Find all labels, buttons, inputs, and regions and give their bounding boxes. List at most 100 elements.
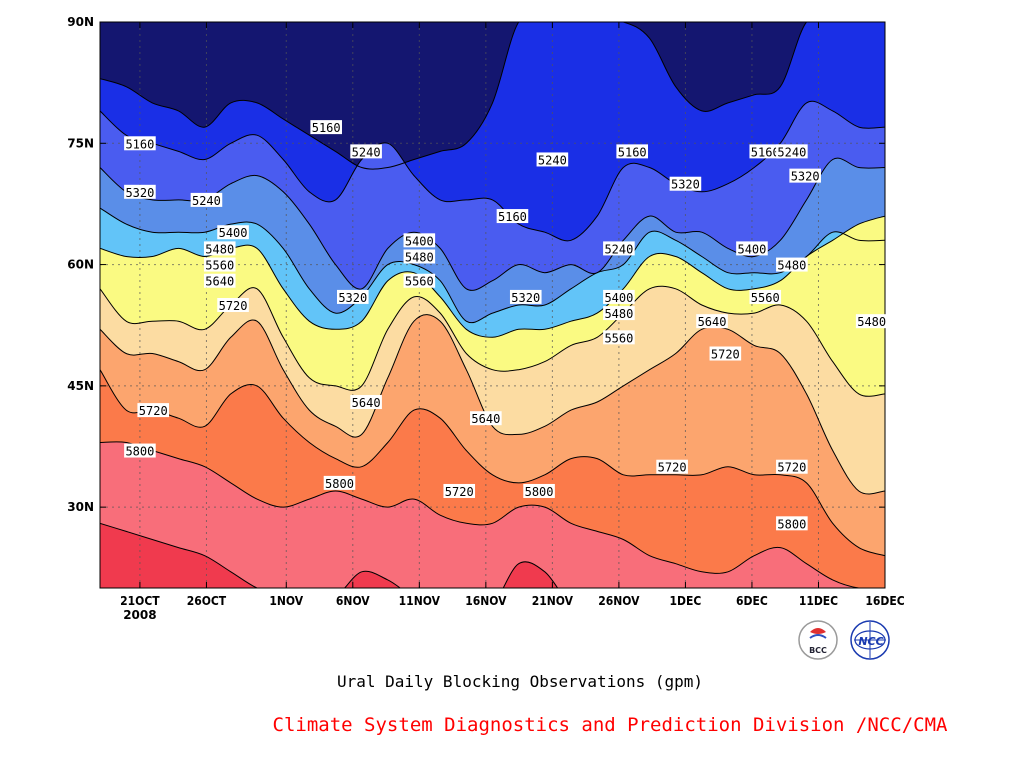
- contour-label: 5400: [736, 241, 768, 256]
- y-tick-label: 60N: [67, 258, 94, 272]
- contour-label-text: 5720: [139, 404, 168, 418]
- contour-label-box: [696, 314, 728, 329]
- contour-label-box: [536, 152, 569, 167]
- contour-label: 5320: [336, 289, 369, 305]
- contour-label: 5160: [310, 120, 342, 135]
- contour-label-text: 5720: [711, 348, 740, 362]
- contour-label-box: [137, 403, 170, 418]
- contour-label-text: 5320: [671, 178, 700, 192]
- contour-label: 5320: [669, 176, 702, 192]
- contour-label-box: [509, 289, 542, 304]
- contour-label-text: 5720: [777, 461, 806, 475]
- contour-label-box: [616, 144, 649, 159]
- contour-label-text: 5160: [312, 121, 341, 135]
- contour-label-text: 5560: [604, 331, 633, 345]
- contour-label-text: 5320: [511, 291, 540, 305]
- contour-label: 5560: [603, 330, 635, 345]
- contour-label: 5240: [190, 192, 223, 208]
- contour-label-text: 5240: [538, 153, 567, 167]
- contour-label: 5160: [124, 136, 156, 151]
- contour-label: 5160: [616, 144, 649, 159]
- x-tick-label: 11DEC: [799, 594, 838, 608]
- contour-label-box: [443, 483, 476, 498]
- contour-label: 5400: [217, 225, 249, 240]
- x-tick-label: 16DEC: [865, 594, 904, 608]
- contour-label-box: [124, 184, 156, 199]
- contour-label: 5800: [776, 516, 808, 531]
- contour-label: 5320: [509, 289, 542, 305]
- contour-label-text: 5400: [405, 234, 434, 248]
- contour-label-box: [403, 273, 436, 288]
- contour-label: 5560: [749, 289, 782, 305]
- contour-label-box: [776, 459, 808, 474]
- contour-label-box: [496, 209, 529, 224]
- contour-label-text: 5240: [777, 145, 806, 159]
- contour-label-box: [350, 395, 382, 410]
- contour-line: [100, 157, 885, 291]
- contour-label-box: [217, 298, 249, 312]
- contour-label-text: 5240: [192, 194, 221, 208]
- chart-subtitle: Ural Daily Blocking Observations (gpm): [336, 672, 704, 691]
- contour-label-box: [190, 192, 223, 207]
- contour-label-box: [403, 233, 436, 248]
- contour-label: 5720: [217, 298, 249, 313]
- contour-label: 5240: [603, 241, 635, 256]
- contour-label-text: 5160: [125, 137, 154, 151]
- contour-label-text: 5320: [338, 291, 367, 305]
- x-tick-label: 6DEC: [736, 594, 768, 608]
- x-tick-label: 6NOV: [336, 594, 370, 608]
- contour-label: 5320: [124, 184, 156, 200]
- contour-label: 5160: [496, 209, 529, 224]
- contour-label-text: 5160: [751, 145, 780, 159]
- contour-label: 5400: [603, 289, 635, 305]
- contour-label: 5240: [776, 144, 808, 159]
- bcc-logo-text: BCC: [809, 646, 827, 655]
- contour-label-box: [124, 443, 156, 458]
- x-tick-label: 11NOV: [399, 594, 441, 608]
- contour-label-box: [124, 136, 156, 151]
- contour-label-box: [203, 257, 236, 272]
- contour-label: 5640: [203, 273, 236, 289]
- contour-label-text: 5560: [405, 275, 434, 289]
- contour-label-text: 5160: [498, 210, 527, 224]
- contour-fills: [100, 22, 885, 588]
- contour-label-text: 5320: [791, 170, 820, 184]
- contour-label: 5480: [855, 314, 888, 329]
- contour-label: 5720: [137, 403, 170, 418]
- contour-label-text: 5480: [777, 259, 806, 273]
- contour-label-box: [203, 273, 236, 288]
- x-tick-label: 26NOV: [598, 594, 640, 608]
- contour-label: 5240: [536, 152, 569, 167]
- contour-label: 5720: [656, 459, 688, 475]
- contour-label-box: [669, 176, 702, 191]
- contour-label-box: [603, 330, 635, 345]
- contour-label: 5480: [203, 241, 236, 256]
- contour-label-box: [789, 168, 821, 183]
- contour-label: 5720: [776, 459, 808, 475]
- contour-label-box: [776, 144, 808, 159]
- contour-label: 5720: [443, 483, 476, 499]
- x-tick-label: 21OCT: [120, 594, 160, 608]
- bcc-logo: BCC: [798, 620, 838, 660]
- contour-label-box: [656, 459, 688, 474]
- y-tick-label: 75N: [67, 136, 94, 150]
- contour-label-text: 5720: [658, 461, 687, 475]
- contour-label: 5800: [124, 443, 156, 459]
- contour-line: [100, 314, 885, 495]
- contour-line: [100, 441, 885, 588]
- contour-label: 5560: [203, 257, 236, 273]
- contour-label-box: [736, 241, 768, 256]
- contour-label: 5640: [350, 395, 382, 410]
- contour-label-box: [310, 120, 342, 135]
- contour-label: 5320: [789, 168, 821, 184]
- contour-label-text: 5480: [205, 242, 234, 256]
- contour-label-text: 5480: [857, 315, 886, 329]
- contour-label-box: [603, 306, 635, 321]
- contour-label-text: 5640: [205, 275, 234, 289]
- contour-label-text: 5400: [219, 226, 248, 240]
- contour-labels: 5160 5320 5720 5800 5240 5400 5480 5560 5640 5720…: [124, 120, 888, 531]
- contour-band: [100, 441, 885, 588]
- contour-label-box: [749, 144, 782, 159]
